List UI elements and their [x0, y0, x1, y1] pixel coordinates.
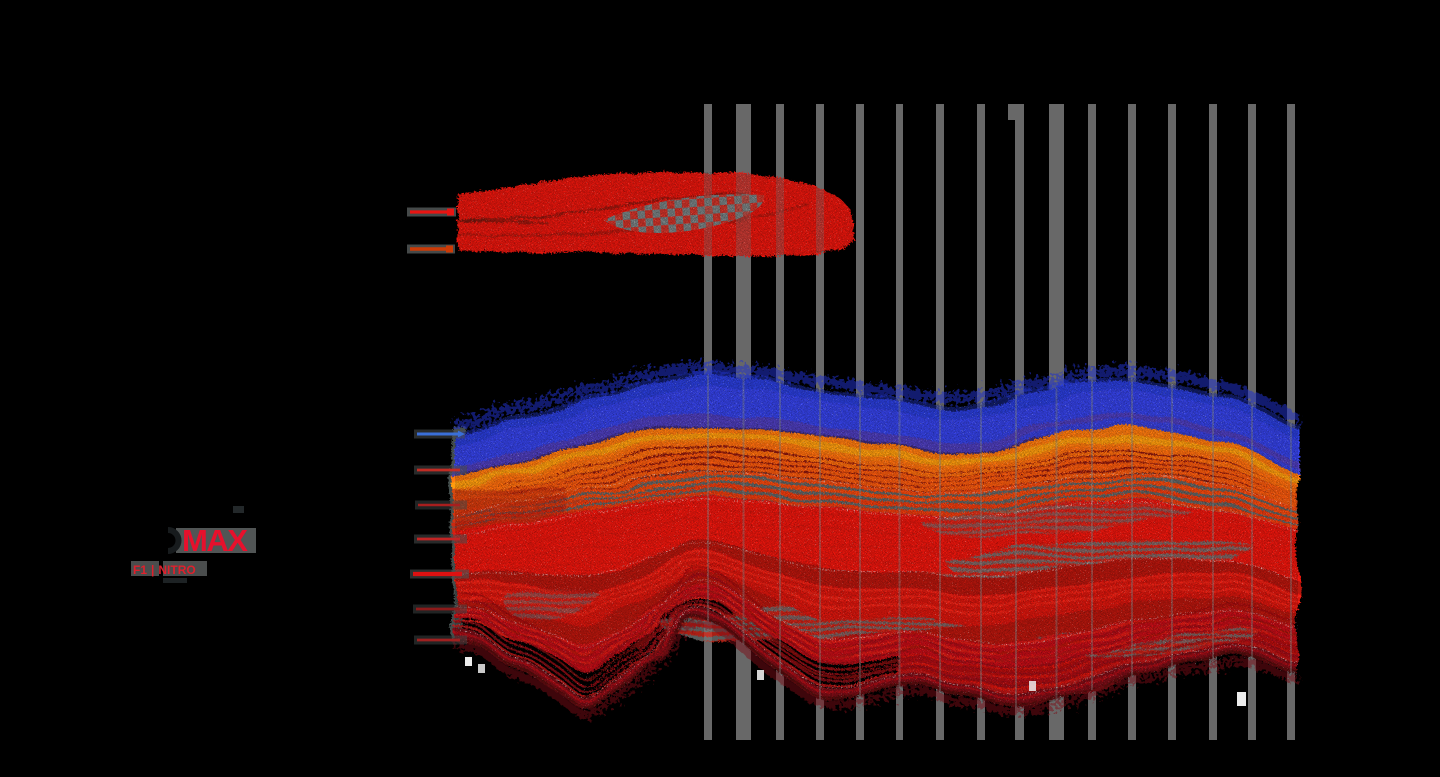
svg-text:F1|NITRO: F1 | NITRO [133, 563, 196, 577]
svg-text:MAX: MAX [182, 523, 248, 558]
